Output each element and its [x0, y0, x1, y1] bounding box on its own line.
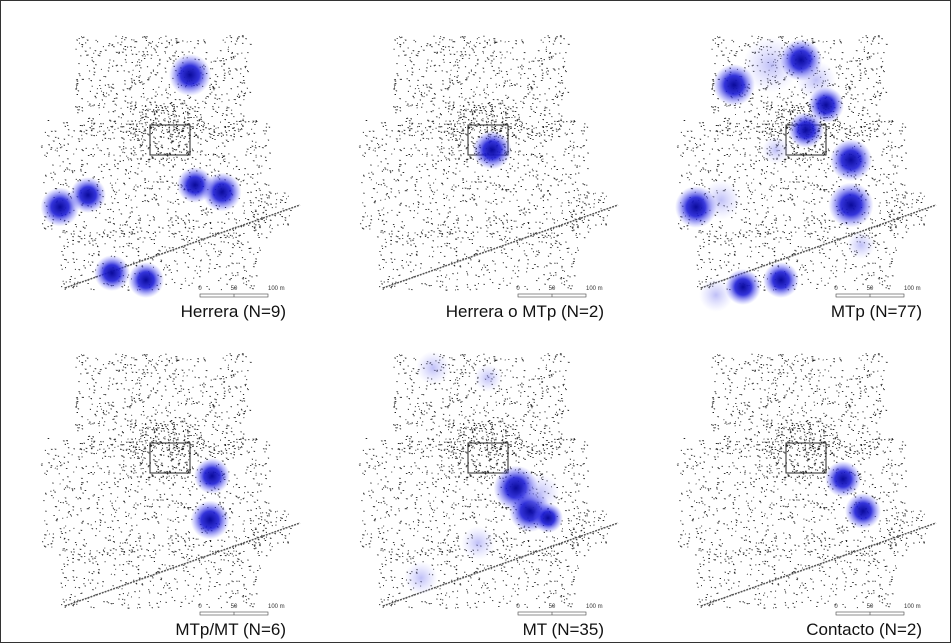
density-spot [762, 136, 790, 164]
density-spot [845, 493, 881, 529]
density-spot [404, 561, 438, 595]
panel-label: Contacto (N=2) [806, 620, 922, 639]
density-spot [713, 64, 755, 106]
scale-label: 50 [549, 604, 556, 610]
density-spot [829, 183, 874, 228]
density-spot [203, 173, 242, 212]
density-spot [830, 139, 872, 181]
panel-label: Herrera (N=9) [181, 302, 286, 321]
map-panel: 0 50 100 m Herrera (N=9) [41, 35, 301, 321]
density-spot [763, 262, 799, 298]
density-spot [825, 461, 861, 497]
density-spot [94, 255, 130, 291]
density-spot [461, 526, 495, 560]
base-map [41, 353, 300, 608]
figure: 0 50 100 m Herrera (N=9) 0 50 100 m Herrera o M… [0, 0, 951, 643]
scale-label: 0 [516, 286, 520, 292]
scale-label: 0 [198, 286, 202, 292]
scale-label: 100 m [268, 604, 285, 610]
scale-label: 50 [867, 604, 874, 610]
scale-label: 100 m [904, 286, 921, 292]
density-spot [701, 180, 740, 219]
panel-label: MT (N=35) [523, 620, 604, 639]
density-spot [847, 231, 875, 259]
density-spot [169, 54, 211, 96]
scale-label: 50 [867, 286, 874, 292]
scale-label: 100 m [586, 604, 603, 610]
density-spot [416, 351, 450, 385]
density-spot [699, 278, 733, 312]
density-spot [191, 501, 230, 540]
map-panel: 0 50 100 m MTp (N=77) [675, 35, 936, 321]
scale-label: 0 [198, 604, 202, 610]
density-spot [41, 188, 80, 227]
density-spot [533, 503, 563, 533]
scale-label: 0 [834, 604, 838, 610]
scale-label: 50 [231, 604, 238, 610]
density-spot [788, 112, 824, 148]
scale-label: 50 [231, 286, 238, 292]
map-panel: 0 50 100 m Contacto (N=2) [677, 353, 936, 639]
map-panel: 0 50 100 m Herrera o MTp (N=2) [359, 35, 618, 321]
scale-label: 50 [549, 286, 556, 292]
panel-label: Herrera o MTp (N=2) [446, 302, 604, 321]
map-panel: 0 50 100 m MTp/MT (N=6) [41, 353, 300, 639]
density-spot [473, 131, 512, 170]
scale-label: 100 m [586, 286, 603, 292]
density-spot [128, 262, 164, 298]
density-spot [194, 458, 230, 494]
panel-label: MTp/MT (N=6) [175, 620, 286, 639]
panel-label: MTp (N=77) [831, 302, 922, 321]
scale-label: 0 [516, 604, 520, 610]
map-panel: 0 50 100 m MT (N=35) [359, 351, 618, 639]
base-map [677, 353, 936, 608]
scale-label: 100 m [268, 286, 285, 292]
scale-label: 0 [834, 286, 838, 292]
scale-label: 100 m [904, 604, 921, 610]
density-spot [474, 364, 502, 392]
